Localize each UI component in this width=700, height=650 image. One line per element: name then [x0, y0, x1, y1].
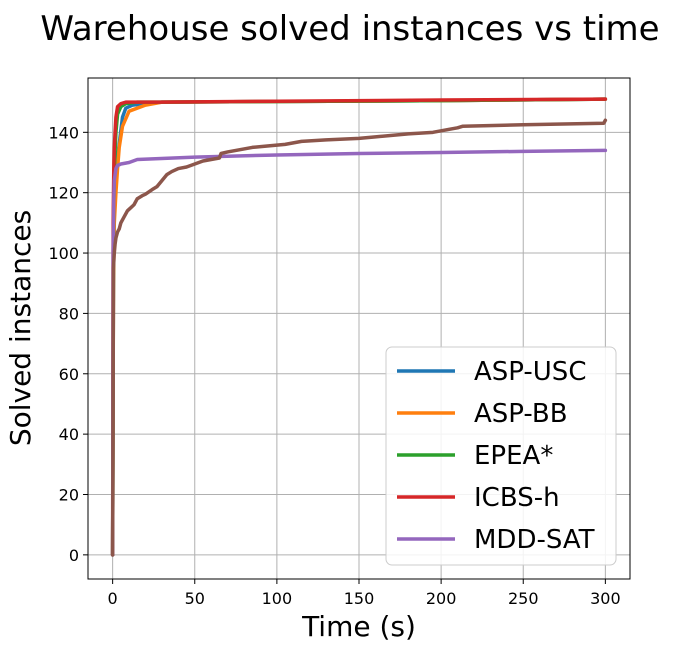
series-line-6: [110, 118, 608, 557]
y-tick-label: 80: [59, 304, 79, 323]
y-tick-label: 40: [59, 425, 79, 444]
legend-entry: EPEA*: [474, 441, 553, 471]
x-tick-label: 300: [590, 589, 621, 608]
ticks: 0 50 100 150 200 250 300 0 20 40 60 80 100 120 140: [48, 123, 620, 608]
legend-box: [385, 346, 617, 566]
grid: [88, 78, 630, 579]
x-tick-label: 50: [185, 589, 205, 608]
y-axis-label: Solved instances: [4, 210, 37, 446]
x-tick-label: 250: [508, 589, 539, 608]
legend-entry: ICBS-h: [474, 483, 560, 513]
x-tick-label: 100: [262, 589, 293, 608]
x-tick-label: 200: [426, 589, 457, 608]
y-tick-label: 100: [48, 244, 79, 263]
legend-entry: ASP-BB: [474, 399, 568, 429]
x-axis-label: Time (s): [301, 610, 416, 643]
y-tick-label: 0: [69, 546, 79, 565]
legend-entry: ASP-USC: [474, 357, 586, 387]
y-tick-label: 120: [48, 184, 79, 203]
legend-entry: MDD-SAT: [474, 525, 595, 555]
chart-title: Warehouse solved instances vs time: [40, 9, 659, 49]
x-tick-label: 150: [344, 589, 375, 608]
x-tick-label: 0: [108, 589, 118, 608]
series-line-5: [110, 148, 608, 557]
y-tick-label: 60: [59, 365, 79, 384]
y-tick-label: 20: [59, 485, 79, 504]
legend: ASP-USC ASP-BB EPEA* ICBS-h MDD-SAT: [385, 346, 617, 566]
series-layer: [110, 97, 608, 557]
y-tick-label: 140: [48, 123, 79, 142]
series-line-4: [110, 97, 608, 557]
